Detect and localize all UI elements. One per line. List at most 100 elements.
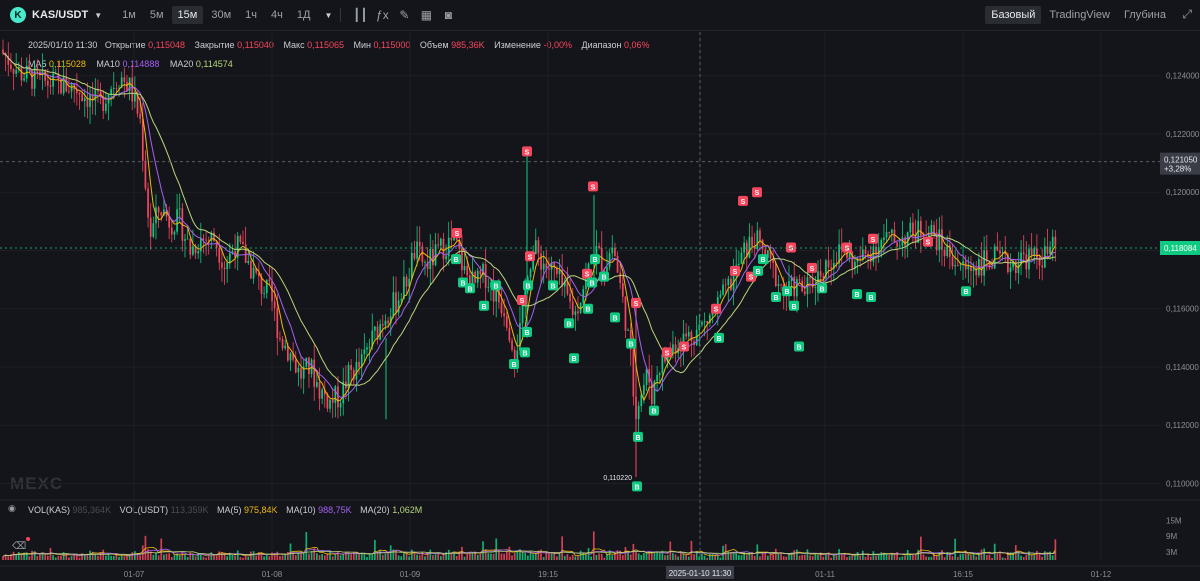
timeframe-1h[interactable]: 1ч <box>245 9 258 21</box>
volume-bar <box>1017 553 1020 560</box>
volume-bar <box>308 553 310 560</box>
signal-box <box>711 303 721 314</box>
candle-body <box>252 267 255 279</box>
volume-bar <box>418 555 421 560</box>
candle-body <box>189 238 192 255</box>
volume-bar <box>471 552 474 560</box>
candle-body <box>152 223 155 237</box>
candle-type-icon[interactable]: ┃┃ <box>353 8 368 22</box>
volume-bar <box>888 555 891 560</box>
indicator-icon[interactable]: ƒx <box>376 8 389 22</box>
screenshot-icon[interactable]: ◙ <box>444 8 452 22</box>
signal-box <box>590 254 600 265</box>
volume-bar <box>656 552 658 560</box>
symbol-selector[interactable]: K KAS/USDT ▼ <box>10 7 102 23</box>
volume-bar <box>231 554 234 560</box>
candle-body <box>131 77 134 102</box>
volume-bar <box>131 552 134 560</box>
volume-bar <box>136 553 139 560</box>
info-change: -0,00% <box>543 40 572 50</box>
signal-box <box>491 280 501 291</box>
ma5-value: 0,115028 <box>49 59 86 69</box>
candle-body <box>10 64 12 70</box>
volume-bar <box>740 555 743 560</box>
volume-bar <box>814 553 817 560</box>
volume-bar <box>397 555 400 560</box>
signal-letter: S <box>810 266 815 273</box>
signal-letter: B <box>634 484 639 491</box>
eye-icon[interactable]: ◉ <box>8 503 16 513</box>
layout-icon[interactable]: ▦ <box>420 8 433 22</box>
volume-bar <box>305 532 308 560</box>
candle-body <box>197 251 200 254</box>
more-timeframes-chevron-icon[interactable]: ▼ <box>324 10 333 20</box>
candle-body <box>885 232 888 238</box>
candle-body <box>268 279 271 281</box>
signal-letter: S <box>528 254 533 261</box>
signal-box <box>842 242 852 253</box>
last-price-box <box>1160 240 1200 255</box>
candle-body <box>395 292 397 313</box>
candle-body <box>302 366 305 379</box>
view-depth[interactable]: Глубина <box>1123 9 1166 21</box>
view-basic[interactable]: Базовый <box>985 6 1042 24</box>
volume-bar <box>73 554 76 560</box>
volume-bar <box>827 552 830 560</box>
volume-bar <box>743 551 745 560</box>
candle-body <box>619 272 622 284</box>
timeframe-30m[interactable]: 30м <box>211 9 232 21</box>
volume-bar <box>112 555 115 560</box>
candle-body <box>213 232 215 242</box>
volume-bar <box>279 556 281 560</box>
candle-body <box>999 250 1001 254</box>
fullscreen-icon[interactable]: ⤢ <box>1182 7 1192 21</box>
candle-body <box>756 230 759 250</box>
candle-body <box>389 316 392 324</box>
volume-bar <box>302 551 305 560</box>
candle-body <box>577 311 579 314</box>
volume-bar <box>147 549 149 560</box>
time-tick-label: 01-11 <box>815 570 835 579</box>
volume-bar <box>753 555 756 560</box>
volume-bar <box>793 550 796 560</box>
candle-body <box>447 237 450 257</box>
volume-bar <box>408 556 411 560</box>
view-tradingview[interactable]: TradingView <box>1049 9 1110 21</box>
volume-bar <box>877 553 880 560</box>
volume-bar <box>326 553 329 560</box>
volume-bar <box>719 557 722 560</box>
candle-body <box>864 249 867 254</box>
signal-letter: B <box>467 286 472 293</box>
volume-bar <box>1046 552 1049 560</box>
candle-body <box>859 258 862 261</box>
eraser-icon[interactable]: ⌫ <box>12 541 27 552</box>
candle-body <box>287 345 289 361</box>
candle-body <box>519 323 521 351</box>
signal-box <box>662 347 672 358</box>
timeframe-1m[interactable]: 1м <box>122 9 136 21</box>
volume-bar <box>334 554 337 560</box>
ma20-label: MA20 <box>169 59 194 69</box>
view-switcher: Базовый TradingView Глубина <box>983 6 1172 24</box>
draw-icon[interactable]: ✎ <box>399 8 410 22</box>
timeframe-1d[interactable]: 1Д <box>296 9 311 21</box>
crosshair-time-box <box>666 566 734 579</box>
timeframe-5m[interactable]: 5м <box>149 9 164 21</box>
signal-letter: B <box>854 292 859 299</box>
vol-ma10-label: MA(10) <box>286 505 316 515</box>
volume-bar <box>938 552 941 560</box>
volume-bar <box>978 553 980 560</box>
signal-box <box>631 297 641 308</box>
volume-bar <box>906 549 909 560</box>
signal-box <box>794 341 804 352</box>
volume-bar <box>498 550 500 560</box>
candle-body <box>97 89 99 92</box>
timeframe-4h[interactable]: 4ч <box>271 9 283 21</box>
timeframe-15m[interactable]: 15м <box>171 6 204 24</box>
signal-letter: S <box>665 350 670 357</box>
volume-bar <box>904 556 906 560</box>
volume-bar <box>395 550 397 560</box>
candle-body <box>239 236 242 242</box>
volume-bar <box>698 556 701 560</box>
